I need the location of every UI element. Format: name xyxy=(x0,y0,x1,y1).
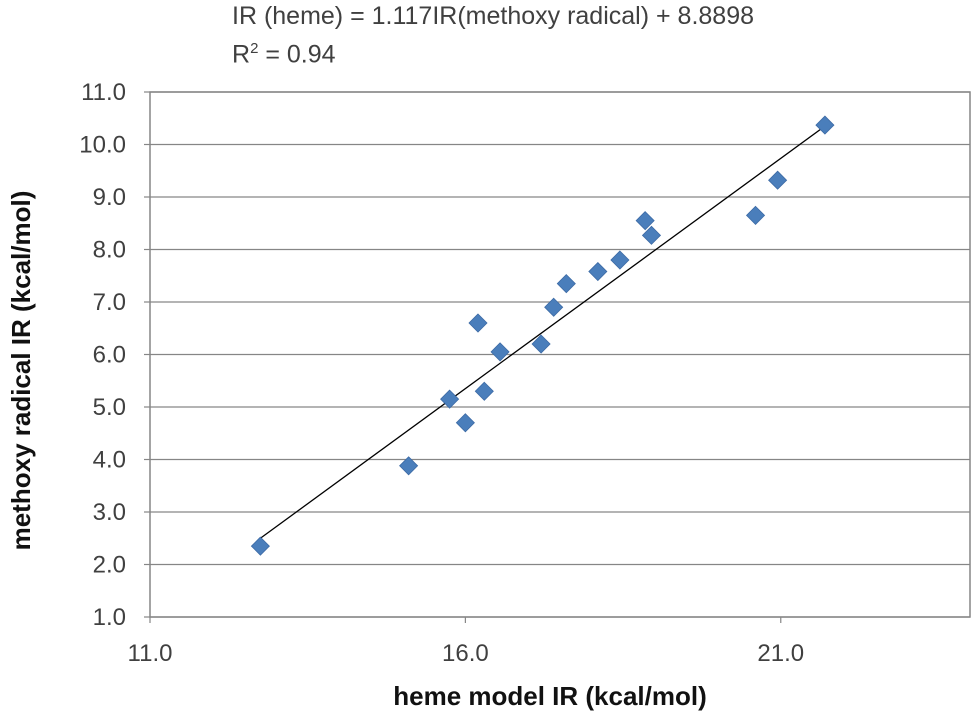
y-tick-label: 1.0 xyxy=(93,604,126,631)
trendline xyxy=(260,125,826,539)
data-point xyxy=(490,342,510,362)
y-tick-label: 9.0 xyxy=(93,184,126,211)
data-point xyxy=(556,274,576,294)
r-squared-label: R2 = 0.94 xyxy=(232,40,336,69)
x-axis-title: heme model IR (kcal/mol) xyxy=(393,681,707,711)
data-point xyxy=(610,250,630,270)
data-point xyxy=(815,115,835,135)
data-point xyxy=(635,211,655,231)
r-squared-value: = 0.94 xyxy=(258,40,336,69)
x-tick-label: 11.0 xyxy=(128,640,173,667)
y-axis-ticks: 1.0 2.0 3.0 4.0 5.0 6.0 7.0 8.0 9.0 10.0 11.0 xyxy=(79,79,150,631)
y-tick-label: 8.0 xyxy=(93,237,126,264)
y-tick-label: 3.0 xyxy=(93,499,126,526)
data-point xyxy=(440,389,460,409)
data-point xyxy=(544,297,564,317)
data-point xyxy=(745,205,766,225)
data-point xyxy=(474,381,494,401)
data-point xyxy=(468,313,488,333)
data-points xyxy=(250,115,835,556)
y-axis-title: methoxy radical IR (kcal/mol) xyxy=(6,191,36,551)
y-tick-label: 7.0 xyxy=(93,289,126,316)
y-tick-label: 4.0 xyxy=(93,447,126,474)
x-tick-label: 21.0 xyxy=(757,640,804,667)
x-tick-label: 16.0 xyxy=(442,640,489,667)
data-point xyxy=(531,334,551,354)
data-point xyxy=(455,413,475,433)
data-point xyxy=(641,225,662,245)
y-tick-label: 2.0 xyxy=(93,552,126,579)
y-tick-label: 10.0 xyxy=(79,132,126,159)
r-squared-symbol: R xyxy=(232,40,251,69)
regression-equation: IR (heme) = 1.117IR(methoxy radical) + 8… xyxy=(232,2,755,30)
data-point xyxy=(768,170,788,190)
y-tick-label: 11.0 xyxy=(81,79,126,106)
r-squared-exponent: 2 xyxy=(250,40,259,57)
data-point xyxy=(250,536,270,556)
gridlines xyxy=(150,91,970,618)
y-tick-label: 6.0 xyxy=(93,342,126,369)
y-tick-label: 5.0 xyxy=(93,394,126,421)
data-point xyxy=(399,456,419,476)
data-point xyxy=(588,261,608,282)
x-axis-ticks: 11.0 16.0 21.0 xyxy=(128,617,804,667)
